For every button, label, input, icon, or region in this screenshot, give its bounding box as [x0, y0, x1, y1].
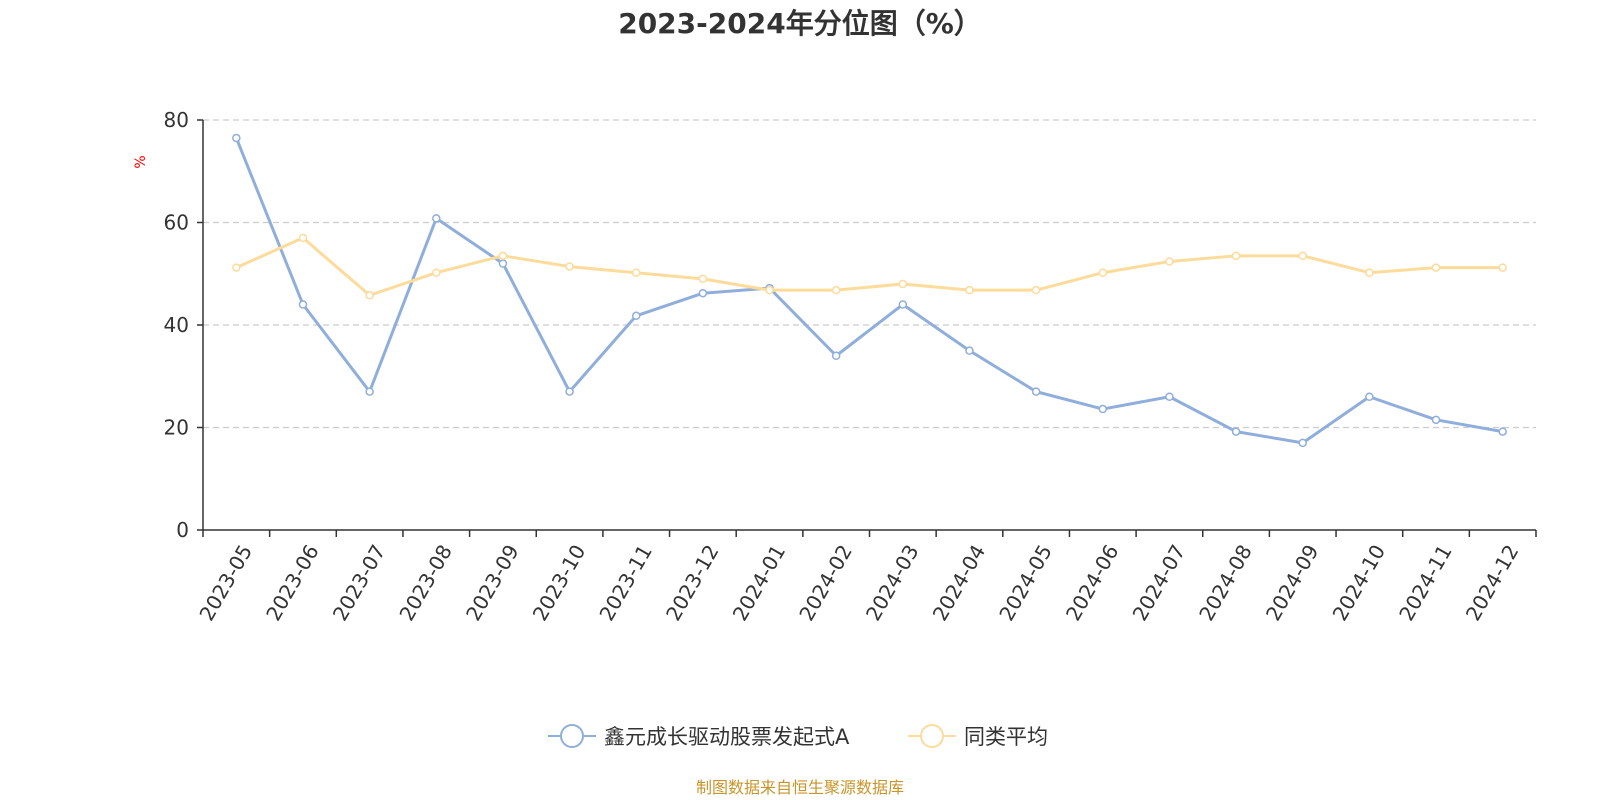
- y-tick-label: 40: [164, 313, 189, 337]
- x-tick-label: 2023-10: [528, 541, 591, 625]
- legend-marker-icon: [560, 724, 584, 748]
- x-tick-label: 2023-11: [594, 541, 657, 625]
- data-point-series-0[interactable]: [365, 387, 374, 396]
- data-point-series-0[interactable]: [1498, 427, 1507, 436]
- data-point-series-1[interactable]: [1165, 257, 1174, 266]
- data-point-series-0[interactable]: [631, 311, 641, 321]
- data-point-series-1[interactable]: [631, 268, 641, 277]
- data-point-series-0[interactable]: [1365, 392, 1374, 401]
- data-point-series-1[interactable]: [765, 285, 774, 295]
- x-tick-label: 2024-07: [1128, 541, 1191, 625]
- data-point-series-1[interactable]: [1365, 268, 1374, 277]
- x-tick-label: 2023-09: [461, 541, 524, 625]
- legend-marker-icon: [920, 724, 944, 748]
- data-point-series-0[interactable]: [1098, 404, 1108, 414]
- x-tick-label: 2024-09: [1261, 541, 1324, 625]
- x-tick-label: 2024-03: [861, 541, 924, 625]
- data-point-series-1[interactable]: [1298, 251, 1307, 261]
- data-point-series-1[interactable]: [498, 251, 508, 261]
- x-tick-label: 2024-01: [728, 541, 791, 625]
- data-point-series-1[interactable]: [831, 285, 841, 295]
- data-point-series-0[interactable]: [298, 300, 308, 309]
- data-point-series-0[interactable]: [1231, 427, 1241, 436]
- data-point-series-1[interactable]: [1498, 263, 1507, 272]
- data-point-series-0[interactable]: [1431, 415, 1441, 425]
- data-point-series-0[interactable]: [1165, 392, 1174, 401]
- x-tick-label: 2023-08: [394, 541, 457, 625]
- y-tick-label: 60: [164, 211, 189, 235]
- data-point-series-1[interactable]: [1098, 268, 1108, 277]
- chart-title: 2023-2024年分位图（%）: [618, 7, 982, 40]
- data-point-series-0[interactable]: [1031, 387, 1041, 396]
- x-tick-label: 2023-07: [328, 541, 391, 625]
- data-point-series-1[interactable]: [1431, 263, 1441, 272]
- legend-item-0[interactable]: 鑫元成长驱动股票发起式A: [548, 724, 850, 749]
- data-point-series-1[interactable]: [232, 263, 241, 272]
- data-point-series-1[interactable]: [698, 274, 708, 284]
- x-tick-label: 2024-02: [794, 541, 857, 625]
- x-tick-label: 2023-06: [261, 541, 324, 625]
- data-point-series-1[interactable]: [965, 285, 974, 295]
- data-point-series-0[interactable]: [565, 387, 574, 396]
- data-point-series-0[interactable]: [898, 300, 908, 309]
- x-tick-label: 2024-12: [1461, 541, 1524, 625]
- y-tick-label: 0: [176, 518, 189, 542]
- x-tick-label: 2024-11: [1394, 541, 1457, 625]
- y-tick-label: 80: [164, 108, 189, 132]
- data-point-series-1[interactable]: [1231, 251, 1241, 261]
- data-point-series-0[interactable]: [1298, 438, 1307, 448]
- data-point-series-1[interactable]: [432, 268, 441, 277]
- data-point-series-0[interactable]: [432, 214, 441, 223]
- data-point-series-1[interactable]: [298, 233, 308, 243]
- y-axis-label: %: [133, 155, 149, 168]
- x-tick-label: 2024-10: [1328, 541, 1391, 625]
- x-tick-label: 2024-08: [1194, 541, 1257, 625]
- series-lines: [232, 133, 1507, 448]
- x-tick-label: 2023-05: [194, 541, 257, 625]
- legend[interactable]: 鑫元成长驱动股票发起式A 同类平均: [548, 724, 1048, 749]
- x-tick-label: 2024-05: [994, 541, 1057, 625]
- data-point-series-0[interactable]: [698, 288, 708, 298]
- series-line-0: [234, 137, 1503, 445]
- data-point-series-1[interactable]: [565, 262, 574, 271]
- data-point-series-0[interactable]: [831, 351, 841, 360]
- y-tick-label: 20: [164, 416, 189, 440]
- data-point-series-1[interactable]: [365, 291, 374, 300]
- x-tick-label: 2023-12: [661, 541, 724, 625]
- series-line-1: [235, 236, 1503, 297]
- grid-lines: [203, 119, 1536, 429]
- data-point-series-0[interactable]: [232, 133, 241, 143]
- data-point-series-0[interactable]: [498, 259, 508, 268]
- data-point-series-0[interactable]: [965, 346, 974, 355]
- legend-label: 同类平均: [964, 725, 1048, 749]
- data-point-series-1[interactable]: [1031, 285, 1041, 295]
- legend-label: 鑫元成长驱动股票发起式A: [604, 725, 850, 749]
- x-tick-label: 2024-06: [1061, 541, 1124, 625]
- data-source-footer: 制图数据来自恒生聚源数据库: [696, 778, 904, 797]
- x-tick-label: 2024-04: [928, 541, 991, 625]
- legend-item-1[interactable]: 同类平均: [908, 724, 1048, 749]
- data-point-series-1[interactable]: [898, 279, 908, 289]
